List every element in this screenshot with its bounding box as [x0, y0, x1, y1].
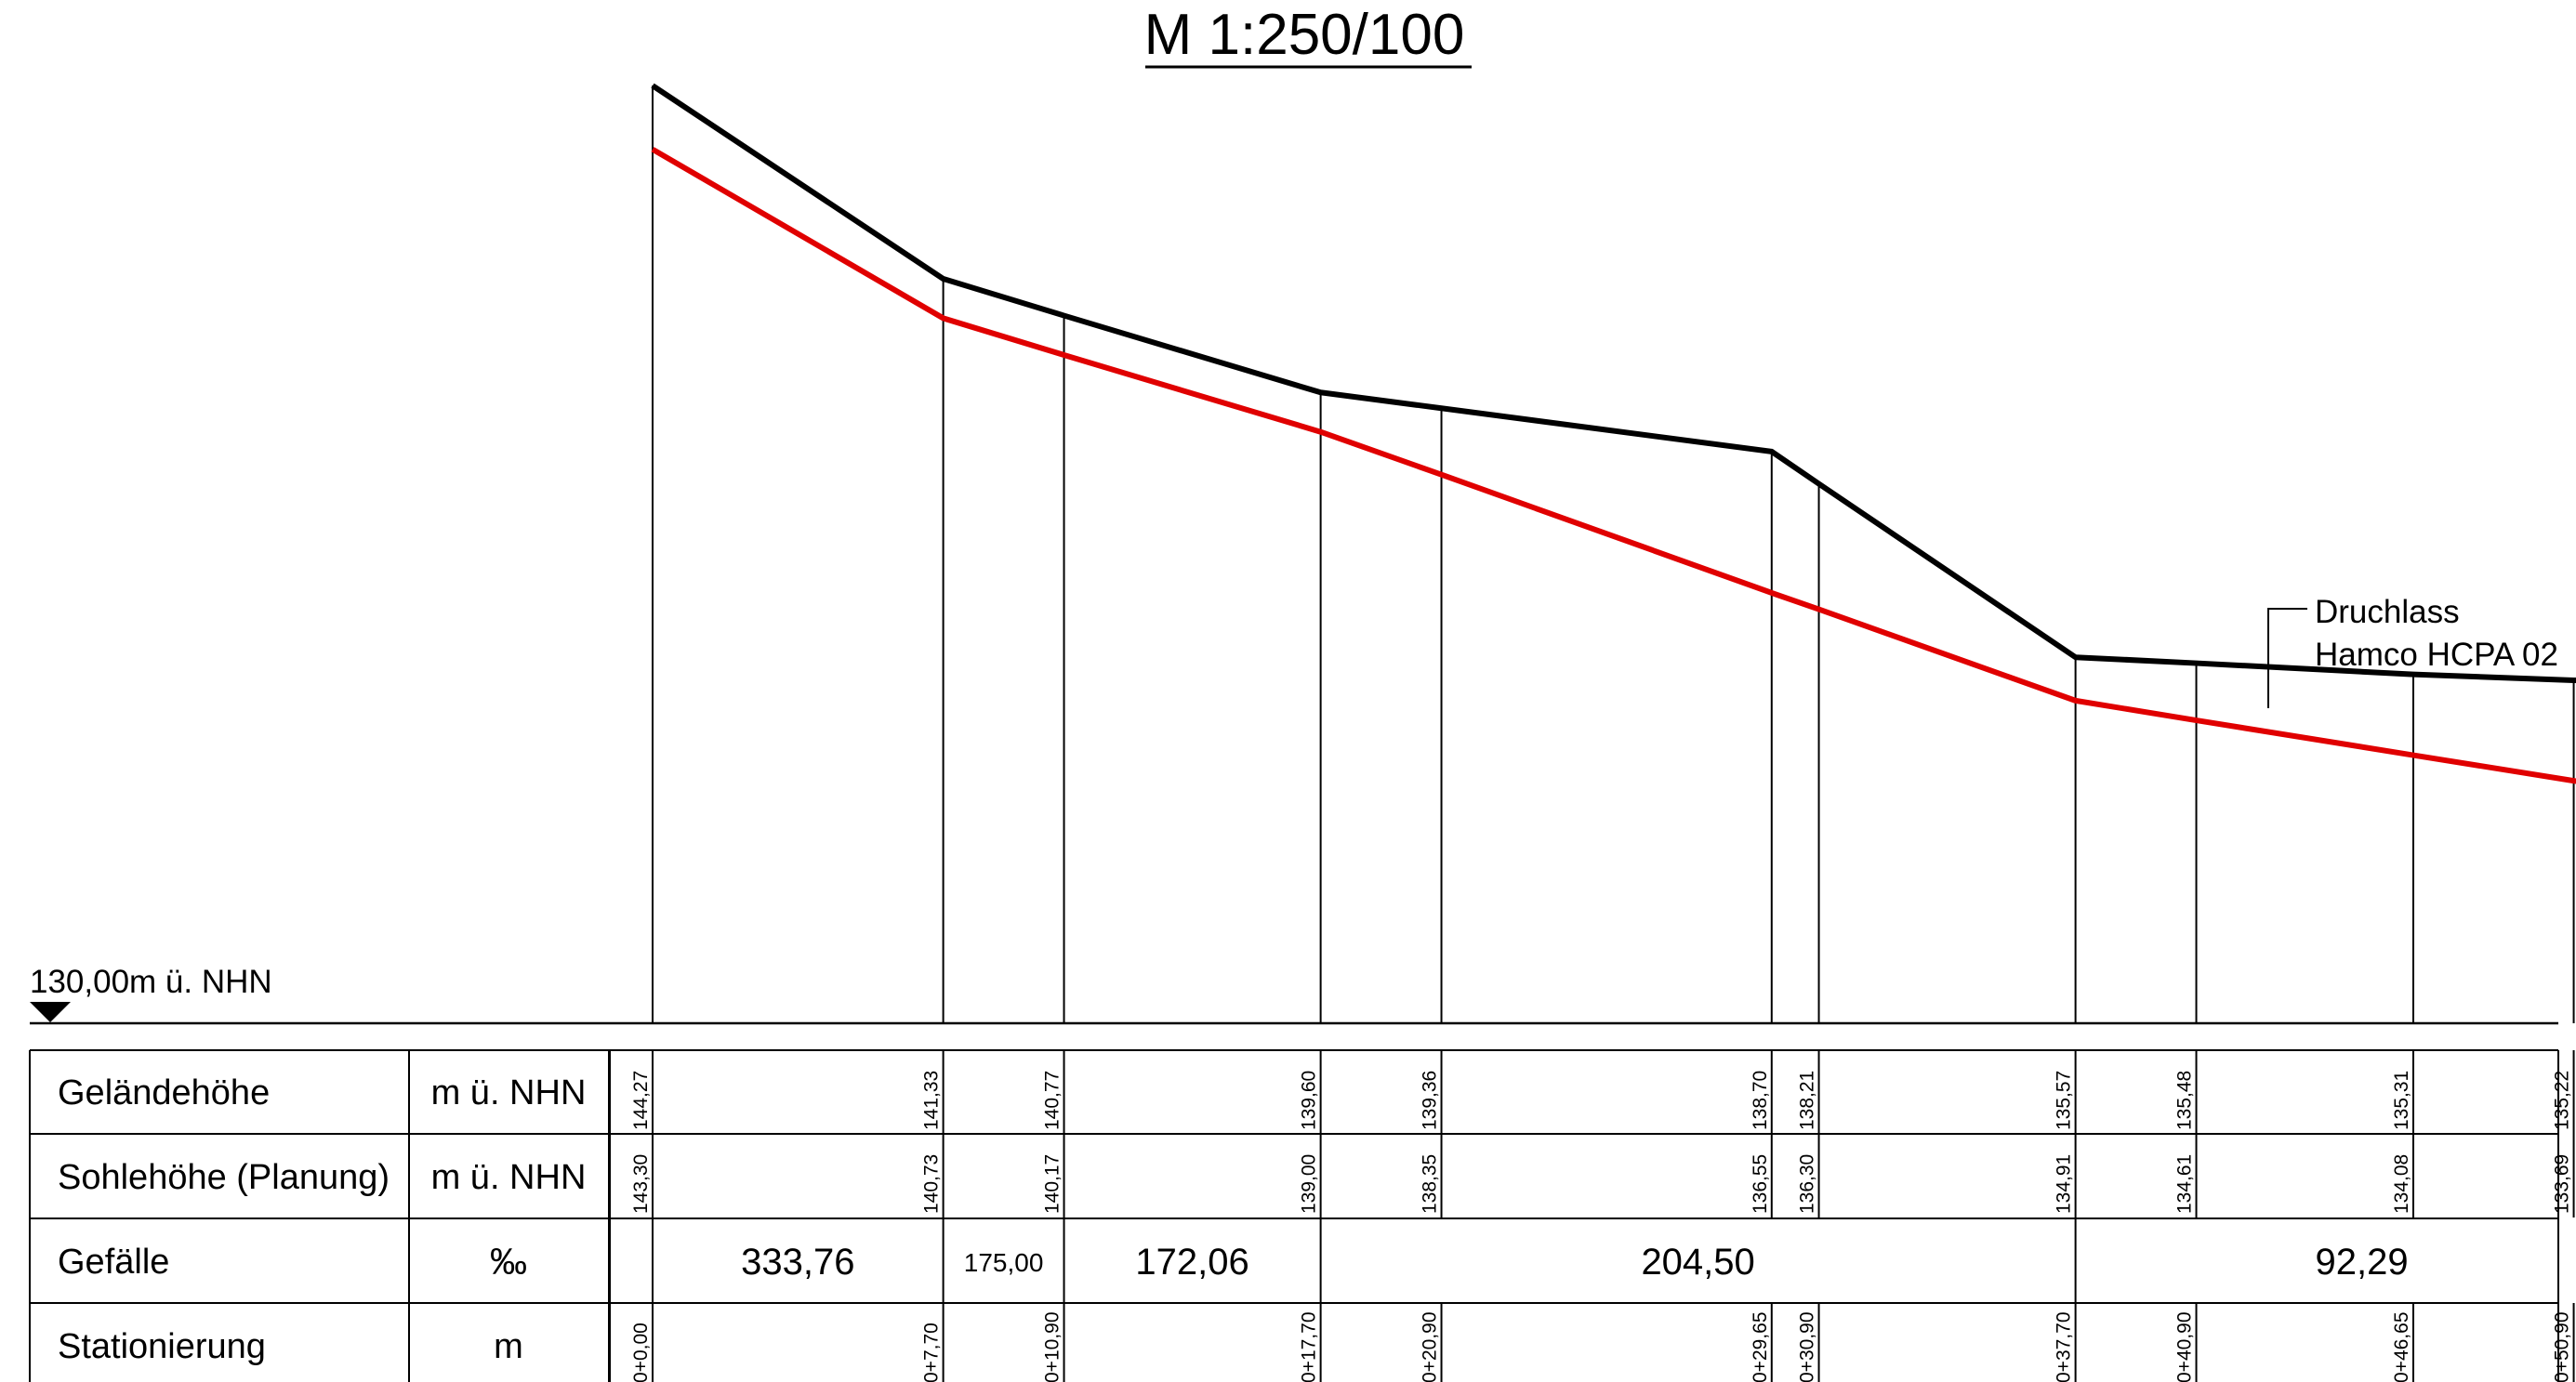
invert-elevation-value: 139,00	[1299, 1154, 1320, 1214]
ground-elevation-value: 139,60	[1299, 1071, 1320, 1130]
ground-elevation-value: 144,27	[630, 1071, 652, 1130]
ground-elevation-value: 139,36	[1420, 1071, 1441, 1130]
row-unit-invert: m ü. NHN	[431, 1158, 587, 1197]
datum-triangle-icon	[30, 1002, 71, 1022]
station-value: 0+7,70	[921, 1323, 943, 1382]
row-unit-gradient: ‰	[490, 1242, 527, 1283]
gradient-value: 175,00	[964, 1248, 1044, 1277]
station-value: 0+10,90	[1042, 1312, 1063, 1382]
ground-elevation-value: 140,77	[1042, 1071, 1063, 1130]
invert-elevation-value: 133,69	[2552, 1154, 2573, 1214]
invert-elevation-value: 136,55	[1750, 1154, 1771, 1214]
station-value: 0+50,90	[2552, 1312, 2573, 1382]
ground-elevation-value: 135,48	[2174, 1071, 2196, 1130]
station-value: 0+46,65	[2391, 1312, 2412, 1382]
station-value: 0+37,70	[2054, 1312, 2075, 1382]
annotation-line-1: Druchlass	[2315, 594, 2460, 630]
row-label-ground: Geländehöhe	[58, 1073, 270, 1112]
gradient-value: 92,29	[2316, 1242, 2409, 1283]
table-station-values: 144,27 143,30 0+0,00 141,33 140,73 0+7,70 140,…	[630, 1071, 2573, 1382]
scale-title: M 1:250/100	[1144, 3, 1465, 67]
table-station-dividers	[609, 1050, 2575, 1382]
annotation-line-2: Hamco HCPA 02	[2315, 637, 2558, 673]
invert-elevation-value: 140,17	[1042, 1154, 1063, 1214]
invert-level-line	[651, 147, 2576, 784]
station-value: 0+0,00	[630, 1323, 652, 1382]
invert-elevation-value: 140,73	[921, 1154, 943, 1214]
invert-elevation-value: 134,91	[2054, 1154, 2075, 1214]
station-verticals	[652, 86, 2575, 1023]
row-label-station: Stationierung	[58, 1327, 266, 1366]
ground-elevation-value: 141,33	[921, 1071, 943, 1130]
annotation-leader	[2267, 608, 2307, 708]
ground-elevation-value: 138,70	[1750, 1071, 1771, 1130]
row-label-gradient: Gefälle	[58, 1243, 169, 1282]
invert-elevation-value: 136,30	[1797, 1154, 1818, 1214]
gradient-value: 333,76	[741, 1242, 854, 1283]
invert-elevation-value: 134,08	[2391, 1154, 2412, 1214]
invert-elevation-value: 138,35	[1420, 1154, 1441, 1214]
invert-elevation-value: 134,61	[2174, 1154, 2196, 1214]
ground-elevation-value: 135,22	[2552, 1071, 2573, 1130]
gradient-value: 172,06	[1135, 1242, 1248, 1283]
profile-lines	[651, 83, 2576, 784]
station-value: 0+17,70	[1299, 1312, 1320, 1382]
station-value: 0+30,90	[1797, 1312, 1818, 1382]
ground-elevation-value: 135,57	[2054, 1071, 2075, 1130]
ground-elevation-value: 135,31	[2391, 1071, 2412, 1130]
invert-elevation-value: 143,30	[630, 1154, 652, 1214]
ground-elevation-value: 138,21	[1797, 1071, 1818, 1130]
station-value: 0+20,90	[1420, 1312, 1441, 1382]
profile-table: Geländehöhe m ü. NHN Sohlehöhe (Planung)…	[29, 1049, 2575, 1382]
station-value: 0+40,90	[2174, 1312, 2196, 1382]
station-value: 0+29,65	[1750, 1312, 1771, 1382]
row-label-invert: Sohlehöhe (Planung)	[58, 1158, 390, 1197]
row-unit-station: m	[494, 1327, 523, 1366]
datum-label: 130,00m ü. NHN	[30, 964, 272, 1000]
ground-level-line	[651, 83, 2576, 684]
row-unit-ground: m ü. NHN	[431, 1073, 587, 1112]
gradient-value: 204,50	[1641, 1242, 1754, 1283]
